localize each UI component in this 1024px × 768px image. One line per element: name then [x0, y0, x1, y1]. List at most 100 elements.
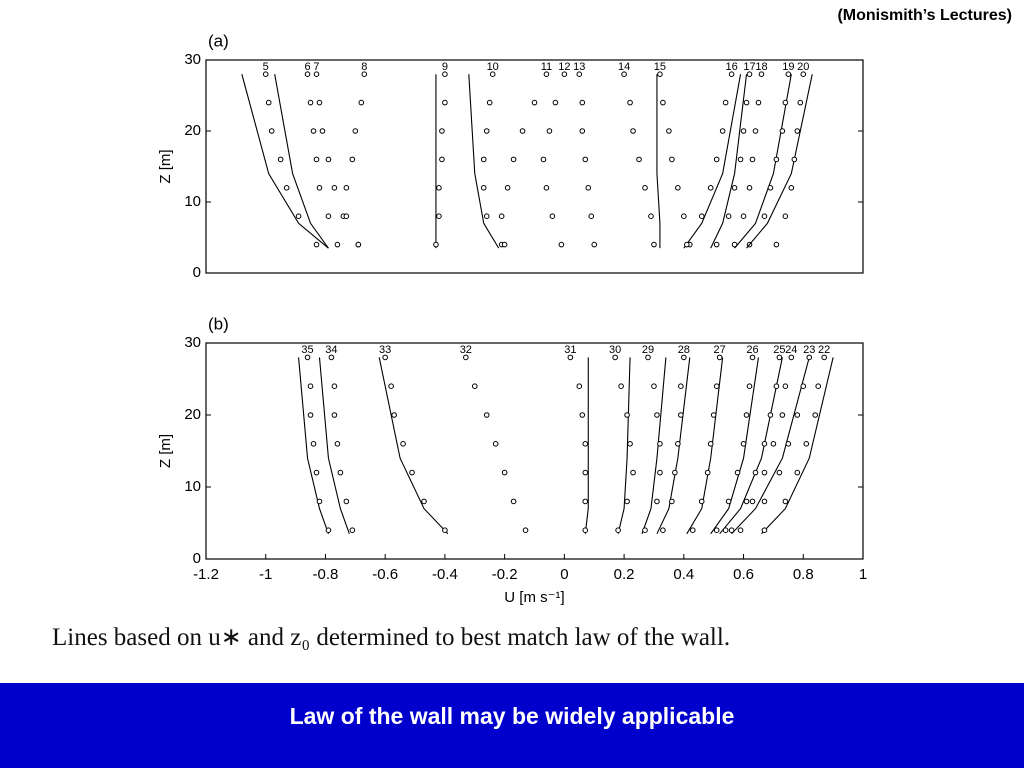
data-point — [325, 156, 332, 163]
fit-line — [761, 357, 834, 535]
data-point — [510, 156, 517, 163]
data-point — [268, 128, 275, 134]
panel-label: (b) — [208, 314, 229, 333]
data-point — [779, 128, 786, 134]
data-point — [642, 185, 648, 191]
data-point — [442, 99, 448, 106]
x-tick-label: 0.6 — [733, 566, 754, 583]
y-tick-label: 30 — [184, 51, 201, 68]
data-point — [579, 128, 586, 134]
data-point — [561, 71, 568, 77]
data-point — [510, 498, 517, 505]
profile-label: 6 — [304, 61, 310, 73]
fit-line — [656, 357, 691, 535]
data-point — [669, 498, 675, 505]
data-point — [707, 185, 714, 191]
data-point — [331, 185, 338, 191]
data-point — [483, 412, 490, 418]
x-tick-label: 0.8 — [793, 566, 814, 583]
data-point — [722, 527, 729, 534]
data-point — [433, 241, 439, 248]
data-point — [767, 185, 774, 191]
fit-line — [378, 357, 449, 535]
y-axis-label: Z [m] — [157, 149, 174, 183]
data-point — [624, 412, 630, 418]
y-tick-label: 30 — [184, 334, 201, 351]
profile-label: 27 — [714, 344, 726, 356]
data-point — [627, 441, 633, 447]
data-point — [743, 99, 750, 106]
data-point — [707, 441, 714, 447]
data-point — [749, 156, 756, 163]
data-point — [660, 99, 666, 106]
data-point — [737, 156, 744, 163]
data-point — [806, 354, 813, 361]
data-point — [304, 354, 311, 361]
data-point — [501, 241, 508, 248]
data-point — [313, 71, 320, 77]
profile-label: 12 — [558, 61, 570, 73]
data-point — [355, 241, 362, 248]
profile-label: 35 — [301, 344, 313, 356]
data-point — [319, 128, 326, 134]
data-point — [304, 71, 311, 77]
profile-label: 28 — [678, 344, 690, 356]
data-point — [328, 354, 335, 361]
profile-label: 18 — [755, 61, 767, 73]
data-point — [749, 354, 756, 361]
data-point — [678, 412, 684, 418]
y-tick-label: 10 — [184, 193, 201, 210]
data-point — [310, 441, 317, 447]
data-point — [421, 498, 427, 505]
caption: Lines based on u∗ and z₀ determined to b… — [52, 624, 731, 651]
data-point — [761, 469, 768, 476]
data-point — [442, 527, 448, 534]
profile-label: 8 — [361, 61, 367, 73]
data-point — [316, 99, 323, 106]
profile-label: 32 — [460, 344, 472, 356]
plot-frame — [205, 59, 864, 274]
profile-label: 30 — [609, 344, 621, 356]
profile-label: 16 — [725, 61, 737, 73]
data-point — [549, 213, 556, 219]
data-point — [782, 99, 789, 106]
data-point — [463, 354, 469, 361]
data-point — [803, 441, 810, 447]
data-point — [352, 128, 359, 134]
y-tick-label: 10 — [184, 478, 201, 495]
data-point — [343, 498, 350, 505]
fit-line — [318, 357, 350, 534]
data-point — [704, 469, 711, 476]
data-point — [504, 185, 511, 191]
data-point — [489, 71, 496, 77]
data-point — [752, 469, 759, 476]
data-point — [400, 441, 406, 447]
data-point — [439, 128, 445, 134]
fit-line — [746, 74, 813, 249]
data-point — [651, 241, 657, 248]
data-point — [612, 354, 618, 361]
fit-line — [710, 74, 748, 249]
data-point — [794, 128, 801, 134]
fit-line — [710, 357, 760, 535]
data-point — [773, 156, 780, 163]
data-point — [591, 241, 598, 248]
data-point — [579, 412, 586, 418]
data-point — [391, 412, 397, 418]
fit-line — [731, 357, 810, 535]
banner: Law of the wall may be widely applicable — [0, 683, 1024, 768]
data-point — [657, 441, 663, 447]
data-point — [552, 99, 559, 106]
profile-label: 19 — [782, 61, 794, 73]
data-point — [681, 354, 687, 361]
data-point — [436, 213, 442, 219]
x-tick-label: -0.6 — [372, 566, 398, 583]
data-point — [582, 441, 589, 447]
banner-text: Law of the wall may be widely applicable — [289, 703, 735, 729]
data-point — [325, 527, 332, 534]
data-point — [540, 156, 547, 163]
fit-line — [734, 74, 792, 249]
data-point — [773, 383, 780, 390]
